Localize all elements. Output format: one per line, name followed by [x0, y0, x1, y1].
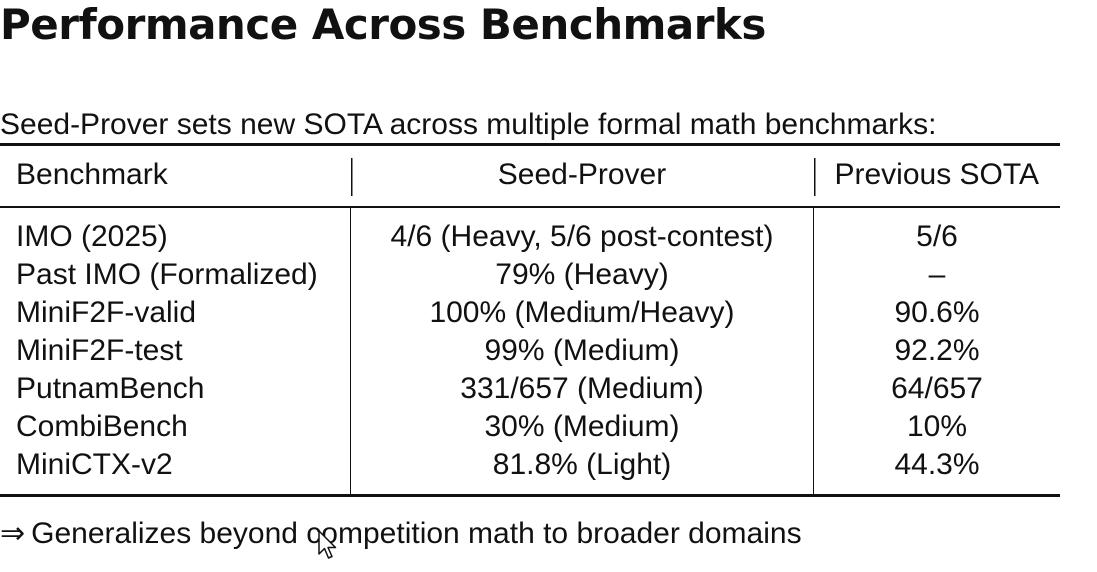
cell-benchmark: MiniCTX-v2 [16, 448, 173, 481]
header-benchmark: Benchmark [16, 158, 168, 191]
table-header-row: Benchmark Seed-Prover Previous SOTA [0, 144, 1060, 207]
cell-benchmark: Past IMO (Formalized) [16, 258, 318, 291]
header-seed-prover: Seed-Prover [350, 144, 814, 207]
benchmark-table: Benchmark Seed-Prover Previous SOTA IMO … [0, 143, 1060, 497]
table-row: MiniCTX-v2 81.8% (Light) 44.3% [0, 446, 1060, 496]
cell-previous-sota: 90.6% [813, 294, 1060, 332]
text-cursor-icon [589, 308, 595, 322]
cell-previous-sota: – [813, 256, 1060, 294]
cell-previous-sota: 92.2% [813, 332, 1060, 370]
cell-seed-prover: 30% (Medium) [350, 408, 814, 446]
table-row: PutnamBench 331/657 (Medium) 64/657 [0, 370, 1060, 408]
cell-previous-sota: 44.3% [813, 446, 1060, 496]
implies-arrow-icon: ⇒ [0, 516, 26, 551]
intro-text: Seed-Prover sets new SOTA across multipl… [0, 108, 937, 141]
footer-note: ⇒ Generalizes beyond competition math to … [0, 515, 802, 553]
cell-seed-prover: 81.8% (Light) [350, 446, 814, 496]
cell-benchmark: PutnamBench [16, 372, 205, 405]
cell-benchmark: CombiBench [16, 410, 188, 443]
footer-text: Generalizes beyond competition math to b… [31, 517, 802, 550]
cell-seed-prover: 331/657 (Medium) [350, 370, 814, 408]
header-previous-sota: Previous SOTA [813, 144, 1060, 207]
table-row: CombiBench 30% (Medium) 10% [0, 408, 1060, 446]
table-row: MiniF2F-test 99% (Medium) 92.2% [0, 332, 1060, 370]
table-row: MiniF2F-valid 100% (Medium/Heavy) 90.6% [0, 294, 1060, 332]
cell-benchmark: MiniF2F-valid [16, 296, 197, 329]
mouse-pointer-icon [318, 530, 337, 559]
table-row: Past IMO (Formalized) 79% (Heavy) – [0, 256, 1060, 294]
benchmark-table-container: Benchmark Seed-Prover Previous SOTA IMO … [0, 143, 1060, 497]
cell-seed-prover: 79% (Heavy) [350, 256, 814, 294]
cell-seed-prover: 99% (Medium) [350, 332, 814, 370]
cell-seed-prover: 4/6 (Heavy, 5/6 post-contest) [350, 207, 814, 256]
cell-previous-sota: 5/6 [813, 207, 1060, 256]
cell-seed-prover: 100% (Medium/Heavy) [350, 294, 814, 332]
cell-benchmark: MiniF2F-test [16, 334, 183, 367]
table-row: IMO (2025) 4/6 (Heavy, 5/6 post-contest)… [0, 207, 1060, 256]
cell-previous-sota: 10% [813, 408, 1060, 446]
cell-previous-sota: 64/657 [813, 370, 1060, 408]
cell-benchmark: IMO (2025) [16, 220, 168, 253]
page-title: Performance Across Benchmarks [0, 0, 766, 49]
